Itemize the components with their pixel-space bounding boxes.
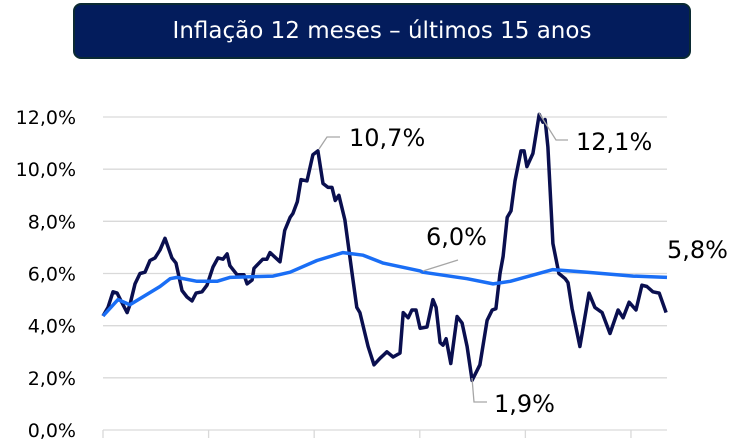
y-tick-label: 6,0% [28, 264, 76, 286]
chart-title: Inflação 12 meses – últimos 15 anos [73, 3, 691, 59]
y-tick-label: 12,0% [16, 107, 76, 129]
y-tick-label: 8,0% [28, 211, 76, 233]
leader-line [538, 112, 568, 141]
leader-line [318, 136, 340, 150]
y-tick-label: 4,0% [28, 316, 76, 338]
data-label: 6,0% [426, 223, 487, 251]
leader-line [422, 259, 459, 272]
y-tick-label: 2,0% [28, 368, 76, 390]
y-axis-ticks: 0,0% 2,0% 4,0% 6,0% 8,0% 10,0% 12,0% [16, 107, 76, 442]
data-label: 12,1% [576, 128, 652, 156]
data-label: 1,9% [494, 390, 555, 418]
series-line-1 [101, 112, 668, 383]
series-line-2 [101, 250, 668, 318]
data-label: 10,7% [349, 124, 425, 152]
leader-line [471, 377, 487, 403]
y-tick-label: 10,0% [16, 159, 76, 181]
series-lines [101, 112, 668, 383]
y-tick-label: 0,0% [28, 420, 76, 442]
data-label: 5,8% [667, 236, 728, 264]
gridlines [103, 116, 667, 431]
x-axis-ticks [102, 430, 632, 438]
annotations: 10,7% 12,1% 1,9% 6,0% 5,8% [318, 112, 728, 418]
